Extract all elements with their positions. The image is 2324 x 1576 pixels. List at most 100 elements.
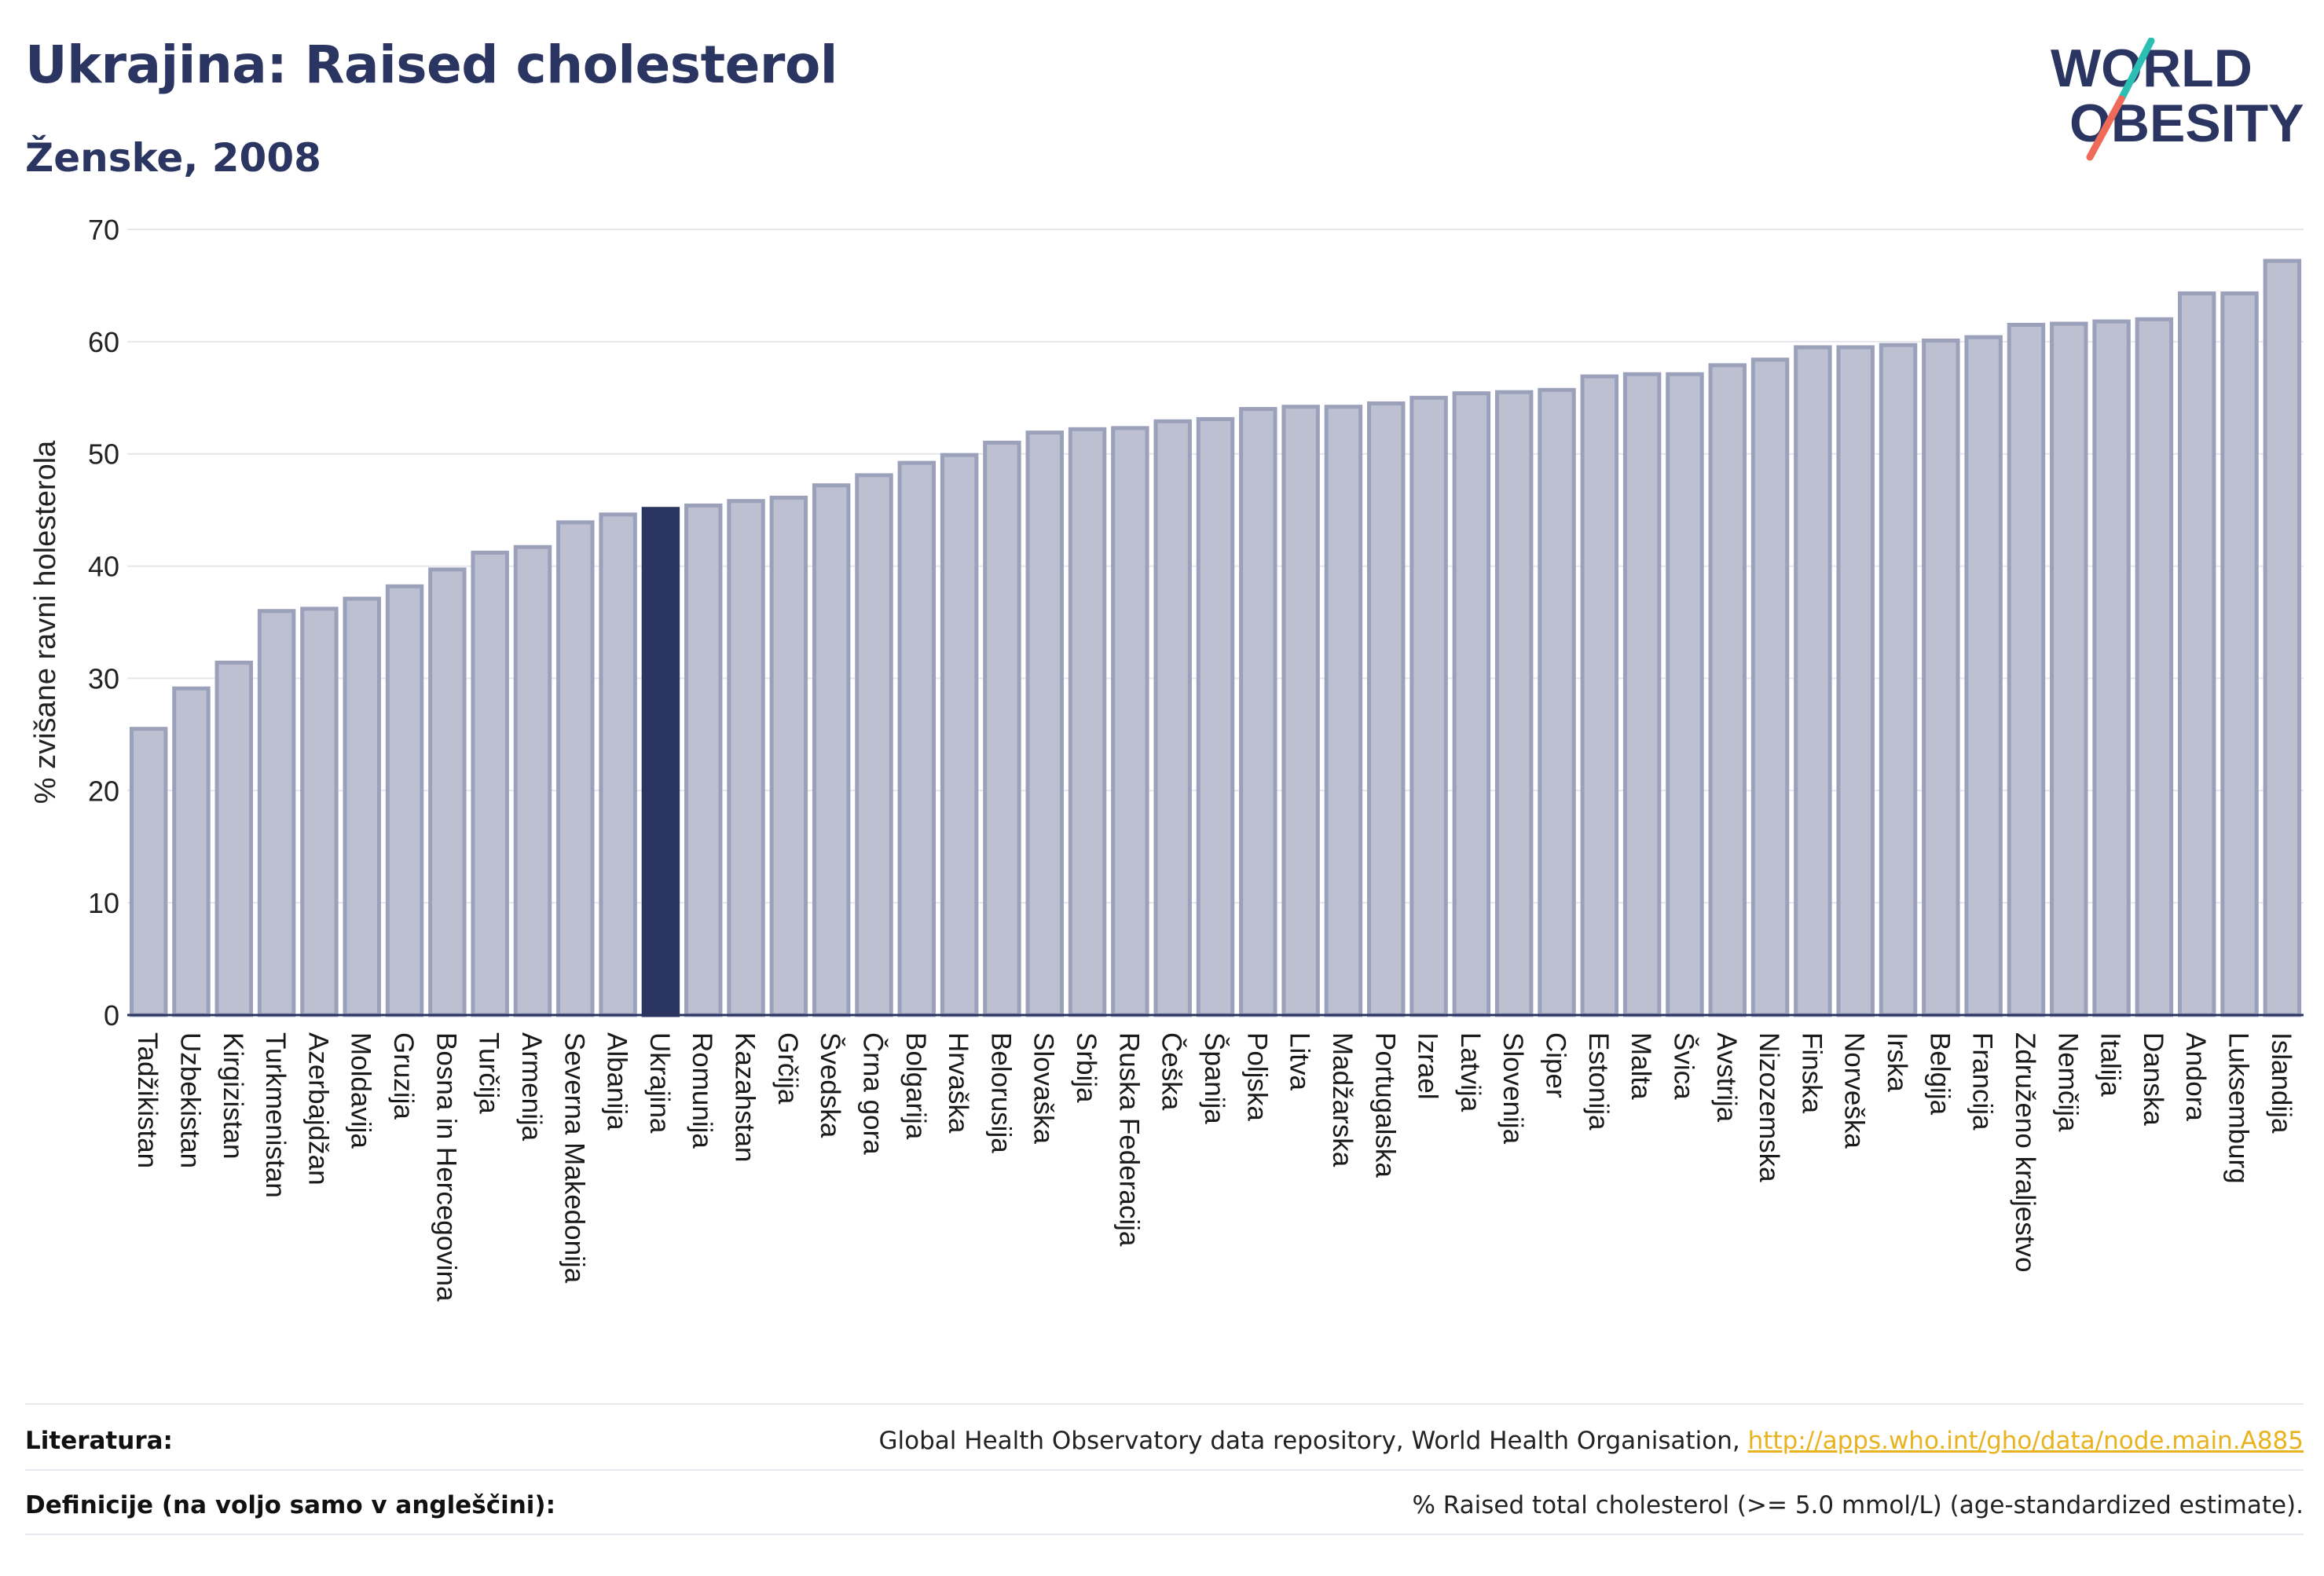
bar	[471, 550, 509, 1017]
x-tick-label: Uzbekistan	[174, 1032, 205, 1168]
y-tick-label: 0	[104, 999, 119, 1032]
bar	[129, 727, 168, 1017]
x-tick-label: Avstrija	[1711, 1032, 1742, 1123]
logo-slash-coral	[2086, 95, 2125, 161]
bar	[257, 609, 296, 1017]
footer-divider-middle	[25, 1469, 2304, 1471]
bar	[1750, 357, 1790, 1017]
world-obesity-logo: WORLD OBESITY	[2051, 38, 2304, 161]
logo-slash-teal	[2117, 38, 2155, 103]
logo-text-world: WORLD	[2051, 38, 2253, 98]
bar	[513, 544, 552, 1017]
x-tick-label: Belorusija	[985, 1032, 1016, 1153]
bar	[1622, 372, 1662, 1017]
footer-divider-top	[25, 1403, 2304, 1405]
bar	[1196, 416, 1235, 1017]
x-tick-label: Irska	[1882, 1032, 1912, 1092]
footer-definitions-row: Definicije (na voljo samo v angleščini):…	[25, 1474, 2304, 1537]
bar	[1324, 405, 1363, 1017]
bar	[556, 520, 595, 1017]
bar	[1025, 431, 1064, 1017]
x-tick-label: Slovenija	[1497, 1032, 1528, 1145]
bar	[1281, 405, 1320, 1017]
bar	[1111, 426, 1149, 1017]
x-tick-label: Danska	[2138, 1032, 2168, 1126]
bar	[2220, 291, 2259, 1017]
x-tick-label: Estonija	[1583, 1032, 1614, 1131]
bar	[1367, 401, 1406, 1017]
x-tick-label: Poljska	[1241, 1032, 1272, 1121]
x-tick-label: Severna Makedonija	[559, 1032, 589, 1284]
y-tick-label: 40	[88, 551, 119, 583]
bar	[1794, 345, 1832, 1017]
bar	[727, 499, 765, 1017]
bar	[855, 473, 893, 1017]
literature-text: Global Health Observatory data repositor…	[878, 1427, 1740, 1455]
literature-label: Literatura:	[25, 1427, 173, 1455]
bar	[599, 512, 637, 1017]
x-tick-label: Srbija	[1071, 1032, 1102, 1103]
x-tick-label: Latvija	[1455, 1032, 1486, 1112]
x-tick-label: Ruska Federacija	[1113, 1032, 1144, 1247]
x-tick-label: Švica	[1668, 1032, 1699, 1100]
x-tick-label: Turčija	[474, 1032, 504, 1114]
footer-divider-bottom	[25, 1534, 2304, 1535]
x-tick-label: Armenija	[516, 1032, 547, 1142]
bar	[1836, 345, 1875, 1017]
bar	[1964, 335, 2003, 1017]
x-tick-label: Tadžikistan	[132, 1032, 163, 1168]
bar	[897, 460, 937, 1017]
chart-subtitle: Ženske, 2008	[25, 135, 321, 181]
x-tick-label: Slovaška	[1028, 1032, 1059, 1145]
bar	[428, 567, 467, 1017]
bar	[343, 596, 381, 1017]
bar	[300, 607, 339, 1017]
x-axis-labels: Tadžikistan Uzbekistan Kirgizistan Turkmeni…	[132, 1032, 2297, 1302]
bar	[1409, 395, 1448, 1017]
x-tick-label: Ukrajina	[644, 1032, 675, 1134]
chart-title: Ukrajina: Raised cholesterol	[25, 35, 838, 95]
x-tick-label: Finska	[1796, 1032, 1827, 1114]
x-tick-label: Albanija	[602, 1032, 632, 1131]
definitions-label: Definicije (na voljo samo v angleščini):	[25, 1491, 555, 1519]
x-tick-label: Turkmenistan	[260, 1032, 291, 1198]
x-tick-label: Črna gora	[857, 1032, 888, 1155]
bar	[2135, 317, 2174, 1017]
x-tick-label: Luksemburg	[2223, 1032, 2254, 1184]
x-tick-label: Izrael	[1413, 1032, 1443, 1100]
bar	[1708, 363, 1747, 1017]
bar	[214, 660, 254, 1017]
bar	[2263, 258, 2302, 1017]
bar	[1153, 419, 1192, 1017]
x-tick-label: Moldavija	[346, 1032, 376, 1149]
bar	[2177, 291, 2216, 1017]
bar	[1239, 407, 1277, 1017]
bar-highlighted	[641, 507, 680, 1017]
y-tick-label: 70	[88, 214, 119, 246]
x-tick-label: Andora	[2180, 1032, 2211, 1121]
x-tick-label: Kazahstan	[730, 1032, 761, 1162]
bar	[1580, 374, 1619, 1017]
x-tick-label: Združeno kraljestvo	[2010, 1032, 2040, 1272]
x-tick-label: Belgija	[1924, 1032, 1955, 1116]
bar	[385, 584, 424, 1017]
bar	[1068, 427, 1107, 1017]
x-tick-label: Madžarska	[1327, 1032, 1358, 1167]
x-tick-label: Ciper	[1541, 1032, 1571, 1098]
y-axis-ticks: 0 10 20 30 40 50 60 70	[88, 214, 119, 1032]
x-tick-label: Romunija	[687, 1032, 717, 1149]
literature-link[interactable]: http://apps.who.int/gho/data/node.main.A…	[1747, 1427, 2304, 1455]
y-tick-label: 20	[88, 775, 119, 807]
x-tick-label: Islandija	[2266, 1032, 2297, 1134]
x-tick-label: Nemčija	[2052, 1032, 2083, 1132]
bar	[940, 453, 979, 1017]
x-tick-label: Kirgizistan	[218, 1032, 248, 1159]
bar	[1666, 372, 1704, 1017]
definitions-value: % Raised total cholesterol (>= 5.0 mmol/…	[1412, 1491, 2304, 1519]
bar	[1538, 387, 1576, 1017]
x-tick-label: Španija	[1199, 1032, 1230, 1124]
footer-literature-row: Literatura: Global Health Observatory da…	[25, 1409, 2304, 1472]
bar	[1879, 343, 1918, 1017]
x-tick-label: Češka	[1157, 1032, 1187, 1111]
bar	[172, 686, 211, 1017]
